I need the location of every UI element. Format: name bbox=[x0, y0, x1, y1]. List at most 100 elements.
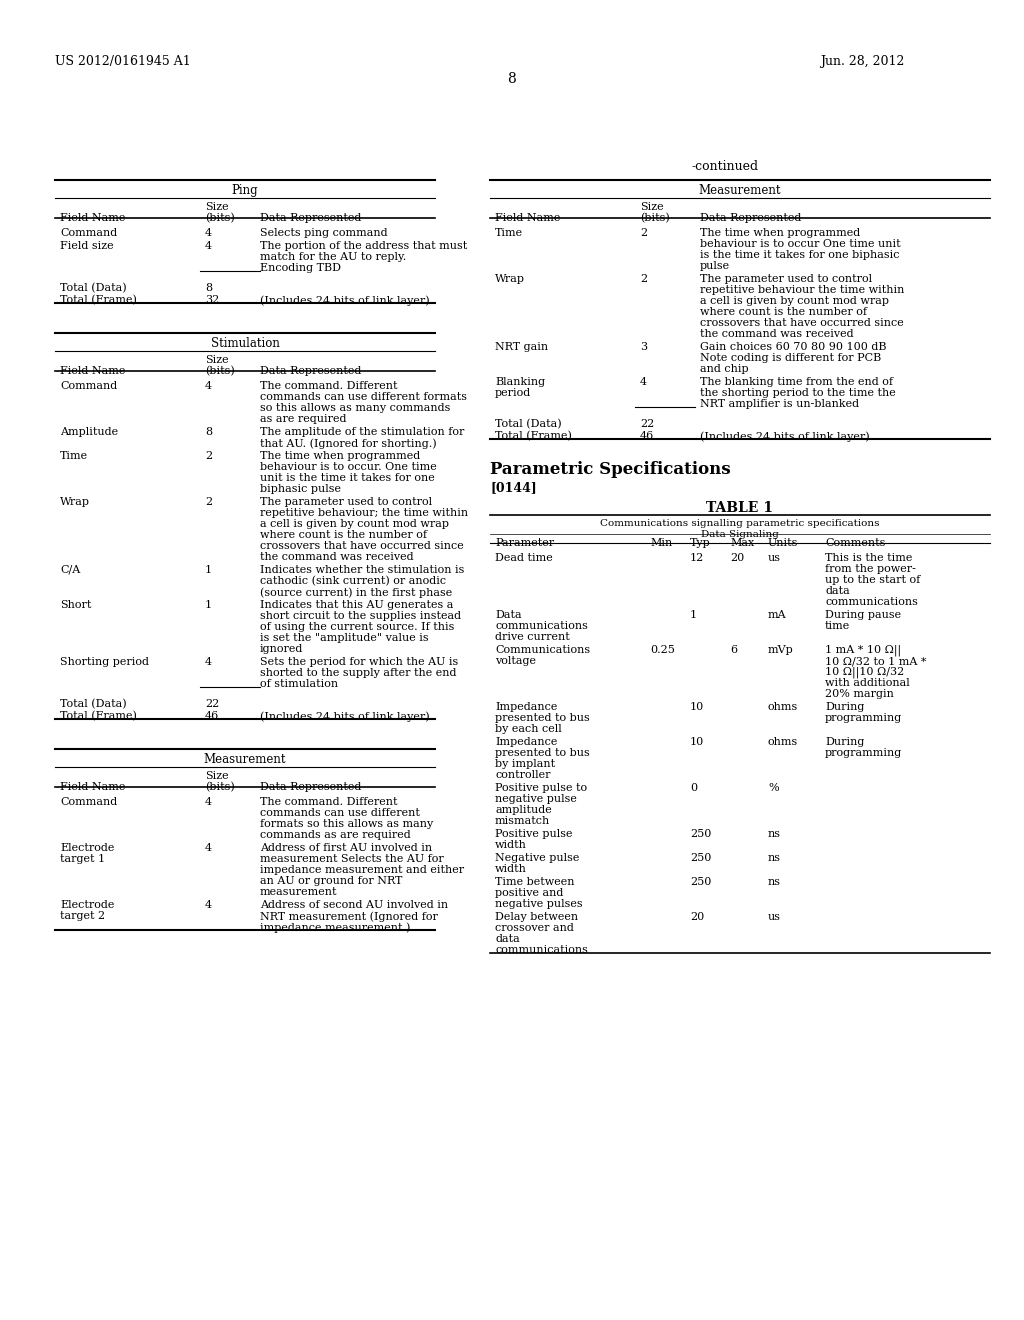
Text: Parametric Specifications: Parametric Specifications bbox=[490, 461, 731, 478]
Text: C/A: C/A bbox=[60, 565, 80, 576]
Text: unit is the time it takes for one: unit is the time it takes for one bbox=[260, 473, 435, 483]
Text: Field Name: Field Name bbox=[60, 213, 125, 223]
Text: Total (Data): Total (Data) bbox=[60, 700, 127, 709]
Text: Measurement: Measurement bbox=[204, 752, 287, 766]
Text: During pause: During pause bbox=[825, 610, 901, 620]
Text: Comments: Comments bbox=[825, 539, 886, 548]
Text: Total (Data): Total (Data) bbox=[495, 418, 561, 429]
Text: ns: ns bbox=[768, 853, 781, 863]
Text: Electrode: Electrode bbox=[60, 900, 115, 909]
Text: positive and: positive and bbox=[495, 888, 563, 898]
Text: that AU. (Ignored for shorting.): that AU. (Ignored for shorting.) bbox=[260, 438, 436, 449]
Text: (bits): (bits) bbox=[205, 213, 234, 223]
Text: 250: 250 bbox=[690, 853, 712, 863]
Text: target 2: target 2 bbox=[60, 911, 105, 921]
Text: Impedance: Impedance bbox=[495, 702, 557, 711]
Text: measurement: measurement bbox=[260, 887, 338, 898]
Text: Total (Frame): Total (Frame) bbox=[60, 294, 137, 305]
Text: where count is the number of: where count is the number of bbox=[260, 531, 427, 540]
Text: 22: 22 bbox=[640, 418, 654, 429]
Text: communications: communications bbox=[825, 597, 918, 607]
Text: ns: ns bbox=[768, 876, 781, 887]
Text: from the power-: from the power- bbox=[825, 564, 915, 574]
Text: 2: 2 bbox=[640, 275, 647, 284]
Text: 46: 46 bbox=[205, 711, 219, 721]
Text: shorted to the supply after the end: shorted to the supply after the end bbox=[260, 668, 457, 678]
Text: crossovers that have occurred since: crossovers that have occurred since bbox=[700, 318, 904, 327]
Text: 1 mA * 10 Ω||: 1 mA * 10 Ω|| bbox=[825, 645, 901, 656]
Text: US 2012/0161945 A1: US 2012/0161945 A1 bbox=[55, 55, 190, 69]
Text: 20: 20 bbox=[730, 553, 744, 564]
Text: 4: 4 bbox=[205, 228, 212, 238]
Text: Field Name: Field Name bbox=[495, 213, 560, 223]
Text: 20% margin: 20% margin bbox=[825, 689, 894, 700]
Text: Communications: Communications bbox=[495, 645, 590, 655]
Text: 10: 10 bbox=[690, 702, 705, 711]
Text: 32: 32 bbox=[205, 294, 219, 305]
Text: Positive pulse: Positive pulse bbox=[495, 829, 572, 840]
Text: Indicates whether the stimulation is: Indicates whether the stimulation is bbox=[260, 565, 464, 576]
Text: ohms: ohms bbox=[768, 702, 799, 711]
Text: 10: 10 bbox=[690, 737, 705, 747]
Text: us: us bbox=[768, 912, 781, 921]
Text: Field Name: Field Name bbox=[60, 366, 125, 376]
Text: with additional: with additional bbox=[825, 678, 909, 688]
Text: 4: 4 bbox=[205, 242, 212, 251]
Text: Time between: Time between bbox=[495, 876, 574, 887]
Text: period: period bbox=[495, 388, 531, 399]
Text: data: data bbox=[825, 586, 850, 597]
Text: Size: Size bbox=[640, 202, 664, 213]
Text: Field size: Field size bbox=[60, 242, 114, 251]
Text: ohms: ohms bbox=[768, 737, 799, 747]
Text: 12: 12 bbox=[690, 553, 705, 564]
Text: Stimulation: Stimulation bbox=[211, 337, 280, 350]
Text: Max: Max bbox=[730, 539, 755, 548]
Text: 6: 6 bbox=[730, 645, 737, 655]
Text: data: data bbox=[495, 935, 520, 944]
Text: commands as are required: commands as are required bbox=[260, 830, 411, 840]
Text: 4: 4 bbox=[640, 378, 647, 387]
Text: During: During bbox=[825, 702, 864, 711]
Text: Size: Size bbox=[205, 202, 228, 213]
Text: Measurement: Measurement bbox=[698, 183, 781, 197]
Text: negative pulse: negative pulse bbox=[495, 795, 577, 804]
Text: Shorting period: Shorting period bbox=[60, 657, 150, 667]
Text: Data Represented: Data Represented bbox=[260, 781, 361, 792]
Text: (bits): (bits) bbox=[205, 781, 234, 792]
Text: NRT measurement (Ignored for: NRT measurement (Ignored for bbox=[260, 911, 438, 921]
Text: 250: 250 bbox=[690, 829, 712, 840]
Text: Data: Data bbox=[495, 610, 521, 620]
Text: Address of first AU involved in: Address of first AU involved in bbox=[260, 843, 432, 853]
Text: ignored: ignored bbox=[260, 644, 303, 653]
Text: Total (Frame): Total (Frame) bbox=[60, 711, 137, 721]
Text: Data Represented: Data Represented bbox=[260, 366, 361, 376]
Text: communications: communications bbox=[495, 620, 588, 631]
Text: %: % bbox=[768, 783, 778, 793]
Text: amplitude: amplitude bbox=[495, 805, 552, 814]
Text: 10 Ω/32 to 1 mA *: 10 Ω/32 to 1 mA * bbox=[825, 656, 927, 667]
Text: (Includes 24 bits of link layer): (Includes 24 bits of link layer) bbox=[260, 711, 430, 722]
Text: Data Signaling: Data Signaling bbox=[701, 531, 779, 539]
Text: short circuit to the supplies instead: short circuit to the supplies instead bbox=[260, 611, 461, 620]
Text: Command: Command bbox=[60, 797, 118, 807]
Text: Time: Time bbox=[495, 228, 523, 238]
Text: a cell is given by count mod wrap: a cell is given by count mod wrap bbox=[260, 519, 449, 529]
Text: biphasic pulse: biphasic pulse bbox=[260, 484, 341, 494]
Text: Size: Size bbox=[205, 355, 228, 366]
Text: Note coding is different for PCB: Note coding is different for PCB bbox=[700, 352, 882, 363]
Text: Blanking: Blanking bbox=[495, 378, 545, 387]
Text: Indicates that this AU generates a: Indicates that this AU generates a bbox=[260, 601, 454, 610]
Text: of stimulation: of stimulation bbox=[260, 678, 338, 689]
Text: Command: Command bbox=[60, 228, 118, 238]
Text: TABLE 1: TABLE 1 bbox=[707, 502, 773, 515]
Text: This is the time: This is the time bbox=[825, 553, 912, 564]
Text: 4: 4 bbox=[205, 381, 212, 391]
Text: 0.25: 0.25 bbox=[650, 645, 675, 655]
Text: Total (Data): Total (Data) bbox=[60, 282, 127, 293]
Text: Impedance: Impedance bbox=[495, 737, 557, 747]
Text: presented to bus: presented to bus bbox=[495, 748, 590, 758]
Text: (Includes 24 bits of link layer): (Includes 24 bits of link layer) bbox=[700, 432, 869, 442]
Text: Gain choices 60 70 80 90 100 dB: Gain choices 60 70 80 90 100 dB bbox=[700, 342, 887, 352]
Text: presented to bus: presented to bus bbox=[495, 713, 590, 723]
Text: pulse: pulse bbox=[700, 261, 730, 271]
